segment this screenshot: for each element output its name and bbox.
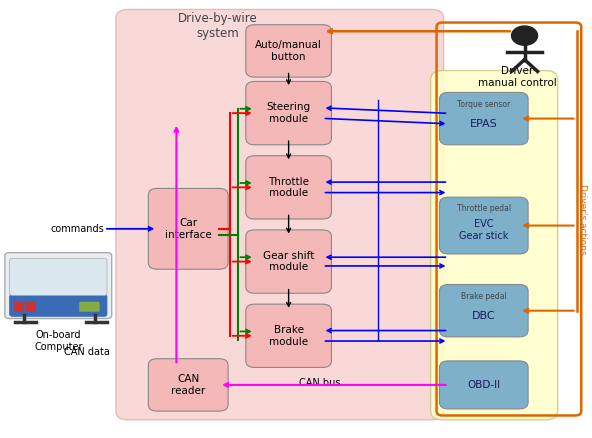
Text: DBC: DBC [472, 311, 496, 321]
FancyBboxPatch shape [14, 302, 24, 311]
FancyBboxPatch shape [246, 25, 332, 77]
FancyBboxPatch shape [9, 258, 107, 295]
Text: Steering
module: Steering module [266, 102, 311, 124]
Text: Throttle pedal: Throttle pedal [457, 204, 511, 212]
FancyBboxPatch shape [439, 197, 528, 254]
FancyBboxPatch shape [246, 230, 332, 293]
FancyBboxPatch shape [26, 302, 36, 311]
FancyBboxPatch shape [246, 304, 332, 367]
Text: OBD-II: OBD-II [467, 380, 500, 390]
Text: Drive-by-wire
system: Drive-by-wire system [178, 12, 258, 40]
FancyBboxPatch shape [149, 188, 228, 269]
FancyBboxPatch shape [9, 294, 107, 316]
Text: CAN bus: CAN bus [299, 378, 340, 388]
Text: EPAS: EPAS [470, 119, 498, 129]
Text: Brake
module: Brake module [269, 325, 308, 346]
FancyBboxPatch shape [246, 81, 332, 145]
Text: EVC
Gear stick: EVC Gear stick [459, 219, 509, 241]
Circle shape [511, 26, 538, 45]
Text: On-board
Computer: On-board Computer [34, 330, 83, 352]
Text: CAN
reader: CAN reader [171, 374, 205, 396]
Text: Torque sensor: Torque sensor [457, 100, 510, 109]
Text: Driver's actions: Driver's actions [578, 184, 587, 254]
Text: Gear shift
module: Gear shift module [263, 251, 314, 272]
Text: Throttle
module: Throttle module [268, 177, 309, 198]
FancyBboxPatch shape [5, 253, 112, 318]
Text: CAN data: CAN data [65, 347, 110, 357]
Text: Car
interface: Car interface [165, 218, 211, 240]
Text: Vehicle: Vehicle [477, 399, 511, 409]
FancyBboxPatch shape [246, 155, 332, 219]
FancyBboxPatch shape [79, 302, 99, 311]
FancyBboxPatch shape [149, 359, 228, 411]
FancyBboxPatch shape [439, 361, 528, 409]
Text: Brake pedal: Brake pedal [461, 292, 507, 301]
FancyBboxPatch shape [439, 285, 528, 337]
Text: Driver
manual control: Driver manual control [478, 66, 557, 88]
Text: commands: commands [50, 224, 104, 233]
Text: Auto/manual
button: Auto/manual button [255, 40, 322, 62]
FancyBboxPatch shape [116, 10, 443, 420]
FancyBboxPatch shape [439, 92, 528, 145]
FancyBboxPatch shape [430, 71, 558, 420]
